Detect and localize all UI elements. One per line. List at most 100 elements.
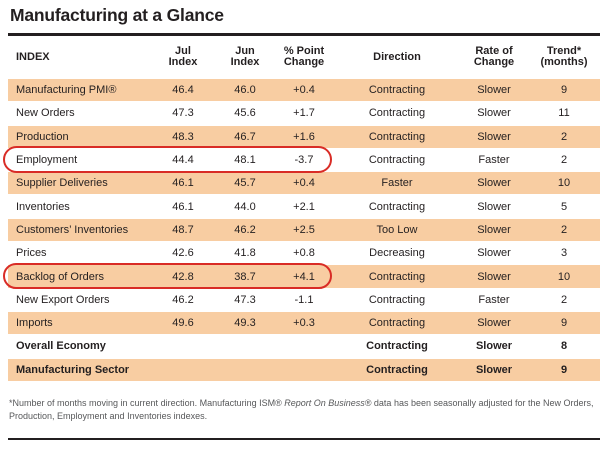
cell-point-change: +0.4 xyxy=(274,77,334,103)
cell-jun-index xyxy=(216,334,274,359)
header-trend-months: Trend* (months) xyxy=(528,36,600,79)
cell-point-change: -1.1 xyxy=(274,287,334,312)
cell-point-change xyxy=(274,334,334,359)
table-body: Manufacturing PMI® 46.4 46.0 +0.4 Contra… xyxy=(8,77,600,382)
header-direction: Direction xyxy=(334,36,460,79)
header-index-line1: INDEX xyxy=(16,50,50,63)
cell-jul-index: 46.4 xyxy=(150,77,216,103)
cell-rate-of-change: Slower xyxy=(460,334,528,359)
cell-trend-months: 10 xyxy=(528,171,600,196)
cell-direction: Contracting xyxy=(334,101,460,126)
cell-jun-index: 46.0 xyxy=(216,77,274,103)
header-rate-line2: Change xyxy=(473,56,515,68)
table-row: Manufacturing PMI® 46.4 46.0 +0.4 Contra… xyxy=(8,77,600,103)
cell-direction: Contracting xyxy=(334,147,460,173)
cell-index-name: Imports xyxy=(8,310,150,336)
cell-index-name: New Orders xyxy=(8,101,150,126)
header-rate-line1: Rate of xyxy=(475,45,513,57)
cell-index-name: Production xyxy=(8,124,150,149)
manufacturing-glance-table: INDEX Jul Index Jun Index xyxy=(8,36,600,382)
header-change-line2: Change xyxy=(283,56,325,68)
cell-rate-of-change: Faster xyxy=(460,287,528,312)
header-jun-index: Jun Index xyxy=(216,36,274,79)
cell-jun-index: 48.1 xyxy=(216,147,274,173)
cell-trend-months: 5 xyxy=(528,194,600,219)
table-row: Imports 49.6 49.3 +0.3 Contracting Slowe… xyxy=(8,310,600,336)
cell-jul-index: 44.4 xyxy=(150,147,216,173)
cell-rate-of-change: Slower xyxy=(460,171,528,196)
cell-jul-index: 46.1 xyxy=(150,194,216,219)
cell-rate-of-change: Slower xyxy=(460,101,528,126)
cell-index-name: Overall Economy xyxy=(8,334,150,359)
cell-direction: Too Low xyxy=(334,217,460,243)
cell-jun-index: 46.2 xyxy=(216,217,274,243)
table-row: Overall Economy Contracting Slower 8 xyxy=(8,334,600,359)
cell-trend-months: 2 xyxy=(528,124,600,149)
cell-jul-index xyxy=(150,334,216,359)
header-row: INDEX Jul Index Jun Index xyxy=(8,36,600,79)
bottom-rule xyxy=(8,438,600,441)
cell-trend-months: 8 xyxy=(528,334,600,359)
cell-jul-index: 46.1 xyxy=(150,171,216,196)
cell-rate-of-change: Slower xyxy=(460,217,528,243)
header-jun-line2: Index xyxy=(230,56,260,68)
cell-jun-index: 47.3 xyxy=(216,287,274,312)
cell-jul-index xyxy=(150,357,216,382)
cell-jul-index: 47.3 xyxy=(150,101,216,126)
cell-point-change: -3.7 xyxy=(274,147,334,173)
cell-index-name: Backlog of Orders xyxy=(8,264,150,289)
cell-trend-months: 2 xyxy=(528,287,600,312)
footnote: *Number of months moving in current dire… xyxy=(9,397,601,423)
cell-index-name: Employment xyxy=(8,147,150,173)
cell-direction: Decreasing xyxy=(334,241,460,266)
cell-index-name: Manufacturing Sector xyxy=(8,357,150,382)
cell-index-name: New Export Orders xyxy=(8,287,150,312)
header-jul-index: Jul Index xyxy=(150,36,216,79)
table-row: Employment 44.4 48.1 -3.7 Contracting Fa… xyxy=(8,147,600,173)
table-row: New Orders 47.3 45.6 +1.7 Contracting Sl… xyxy=(8,101,600,126)
cell-direction: Contracting xyxy=(334,194,460,219)
header-jul-line2: Index xyxy=(168,56,198,68)
header-trend-line2: (months) xyxy=(540,56,588,68)
cell-jul-index: 49.6 xyxy=(150,310,216,336)
table-row: Backlog of Orders 42.8 38.7 +4.1 Contrac… xyxy=(8,264,600,289)
cell-trend-months: 10 xyxy=(528,264,600,289)
cell-trend-months: 9 xyxy=(528,77,600,103)
table-row: Prices 42.6 41.8 +0.8 Decreasing Slower … xyxy=(8,241,600,266)
header-jun-line1: Jun xyxy=(235,45,255,57)
cell-trend-months: 2 xyxy=(528,217,600,243)
cell-jul-index: 48.3 xyxy=(150,124,216,149)
cell-rate-of-change: Slower xyxy=(460,194,528,219)
cell-direction: Contracting xyxy=(334,287,460,312)
cell-direction: Contracting xyxy=(334,357,460,382)
table-row: Supplier Deliveries 46.1 45.7 +0.4 Faste… xyxy=(8,171,600,196)
cell-direction: Contracting xyxy=(334,310,460,336)
cell-direction: Faster xyxy=(334,171,460,196)
cell-point-change: +2.5 xyxy=(274,217,334,243)
cell-trend-months: 3 xyxy=(528,241,600,266)
cell-rate-of-change: Slower xyxy=(460,264,528,289)
page-title: Manufacturing at a Glance xyxy=(10,5,224,25)
header-index: INDEX xyxy=(8,36,150,79)
table-row: New Export Orders 46.2 47.3 -1.1 Contrac… xyxy=(8,287,600,312)
cell-direction: Contracting xyxy=(334,77,460,103)
cell-jul-index: 42.8 xyxy=(150,264,216,289)
cell-trend-months: 9 xyxy=(528,310,600,336)
cell-index-name: Customers’ Inventories xyxy=(8,217,150,243)
cell-point-change: +1.6 xyxy=(274,124,334,149)
title-rule xyxy=(8,33,600,36)
cell-jul-index: 48.7 xyxy=(150,217,216,243)
cell-point-change: +0.8 xyxy=(274,241,334,266)
table-row: Production 48.3 46.7 +1.6 Contracting Sl… xyxy=(8,124,600,149)
header-jul-line1: Jul xyxy=(175,45,191,57)
table-row: Inventories 46.1 44.0 +2.1 Contracting S… xyxy=(8,194,600,219)
cell-rate-of-change: Slower xyxy=(460,357,528,382)
cell-index-name: Inventories xyxy=(8,194,150,219)
cell-point-change: +0.4 xyxy=(274,171,334,196)
cell-jun-index: 38.7 xyxy=(216,264,274,289)
cell-jun-index: 41.8 xyxy=(216,241,274,266)
header-trend-line1: Trend* xyxy=(546,45,582,57)
cell-index-name: Supplier Deliveries xyxy=(8,171,150,196)
cell-jun-index: 46.7 xyxy=(216,124,274,149)
